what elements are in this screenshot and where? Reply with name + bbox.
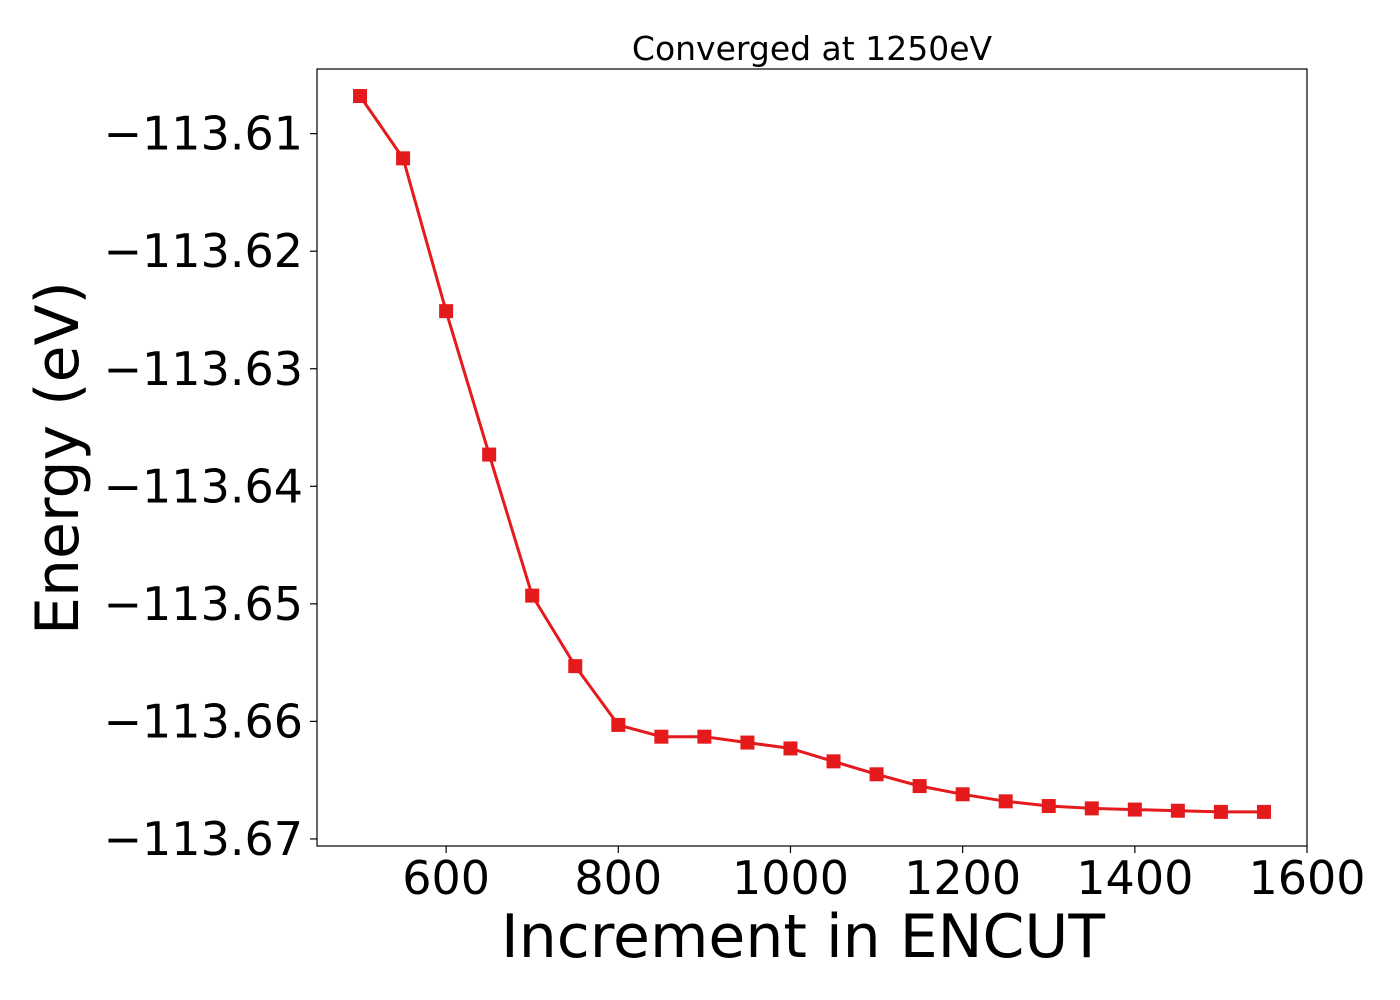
data-point-marker — [396, 151, 411, 166]
data-point-marker — [998, 794, 1013, 809]
plot-frame — [316, 68, 1308, 847]
series-layer — [353, 89, 1271, 819]
data-point-marker — [783, 741, 798, 756]
data-point-marker — [439, 304, 454, 319]
y-tick-label: −113.67 — [104, 812, 304, 866]
y-tick-label: −113.66 — [104, 694, 304, 748]
data-point-marker — [1041, 799, 1056, 814]
y-tick-label: −113.64 — [104, 459, 304, 513]
data-point-marker — [1256, 804, 1271, 819]
data-point-marker — [1213, 804, 1228, 819]
data-point-marker — [1170, 803, 1185, 818]
y-axis: −113.61 −113.62 −113.63 −113.64 −113.65 −113.… — [104, 107, 317, 866]
chart-title: Converged at 1250eV — [632, 29, 993, 68]
data-point-marker — [654, 729, 669, 744]
x-axis-label: Increment in ENCUT — [501, 902, 1105, 972]
data-point-marker — [353, 89, 368, 104]
y-tick-label: −113.61 — [104, 107, 304, 161]
data-point-marker — [1084, 801, 1099, 816]
x-tick-label: 800 — [574, 851, 662, 905]
data-point-marker — [1127, 802, 1142, 817]
data-point-marker — [568, 659, 583, 674]
x-tick-label: 1200 — [904, 851, 1021, 905]
y-tick-label: −113.63 — [104, 342, 304, 396]
data-point-marker — [869, 767, 884, 782]
x-axis: 600 800 1000 1200 1400 1600 — [402, 846, 1366, 905]
y-axis-label: Energy (eV) — [23, 281, 93, 635]
data-point-marker — [611, 717, 626, 732]
y-tick-label: −113.62 — [104, 224, 304, 278]
data-point-marker — [740, 735, 755, 750]
data-point-marker — [482, 447, 497, 462]
data-point-marker — [955, 787, 970, 802]
data-point-marker — [912, 779, 927, 794]
x-tick-label: 1000 — [732, 851, 849, 905]
x-tick-label: 600 — [402, 851, 490, 905]
data-point-marker — [525, 588, 540, 603]
y-tick-label: −113.65 — [104, 577, 304, 631]
x-tick-label: 1600 — [1248, 851, 1365, 905]
data-point-marker — [826, 754, 841, 769]
data-point-marker — [697, 729, 712, 744]
series-line — [358, 95, 1264, 814]
x-tick-label: 1400 — [1076, 851, 1193, 905]
